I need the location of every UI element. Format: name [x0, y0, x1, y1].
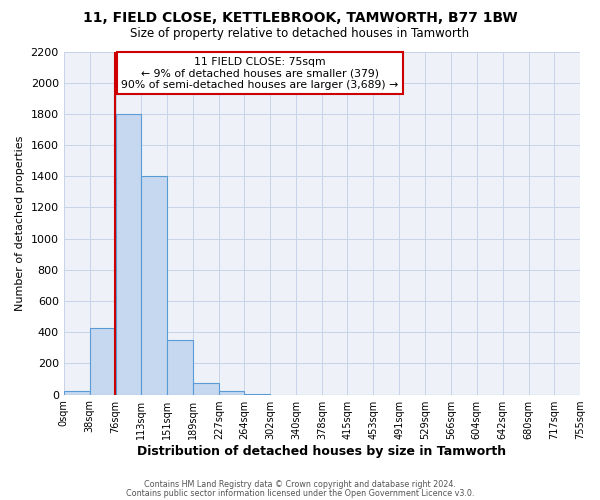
Text: Contains public sector information licensed under the Open Government Licence v3: Contains public sector information licen…: [126, 488, 474, 498]
Text: Size of property relative to detached houses in Tamworth: Size of property relative to detached ho…: [130, 26, 470, 40]
Bar: [64, 392, 89, 394]
Bar: [193, 383, 219, 394]
Text: 11, FIELD CLOSE, KETTLEBROOK, TAMWORTH, B77 1BW: 11, FIELD CLOSE, KETTLEBROOK, TAMWORTH, …: [83, 12, 517, 26]
Bar: [89, 328, 116, 394]
X-axis label: Distribution of detached houses by size in Tamworth: Distribution of detached houses by size …: [137, 444, 506, 458]
Bar: [116, 114, 141, 394]
Bar: [167, 340, 193, 394]
Y-axis label: Number of detached properties: Number of detached properties: [15, 136, 25, 310]
Bar: [141, 176, 167, 394]
Bar: [219, 390, 244, 394]
Text: 11 FIELD CLOSE: 75sqm
← 9% of detached houses are smaller (379)
90% of semi-deta: 11 FIELD CLOSE: 75sqm ← 9% of detached h…: [121, 56, 398, 90]
Text: Contains HM Land Registry data © Crown copyright and database right 2024.: Contains HM Land Registry data © Crown c…: [144, 480, 456, 489]
